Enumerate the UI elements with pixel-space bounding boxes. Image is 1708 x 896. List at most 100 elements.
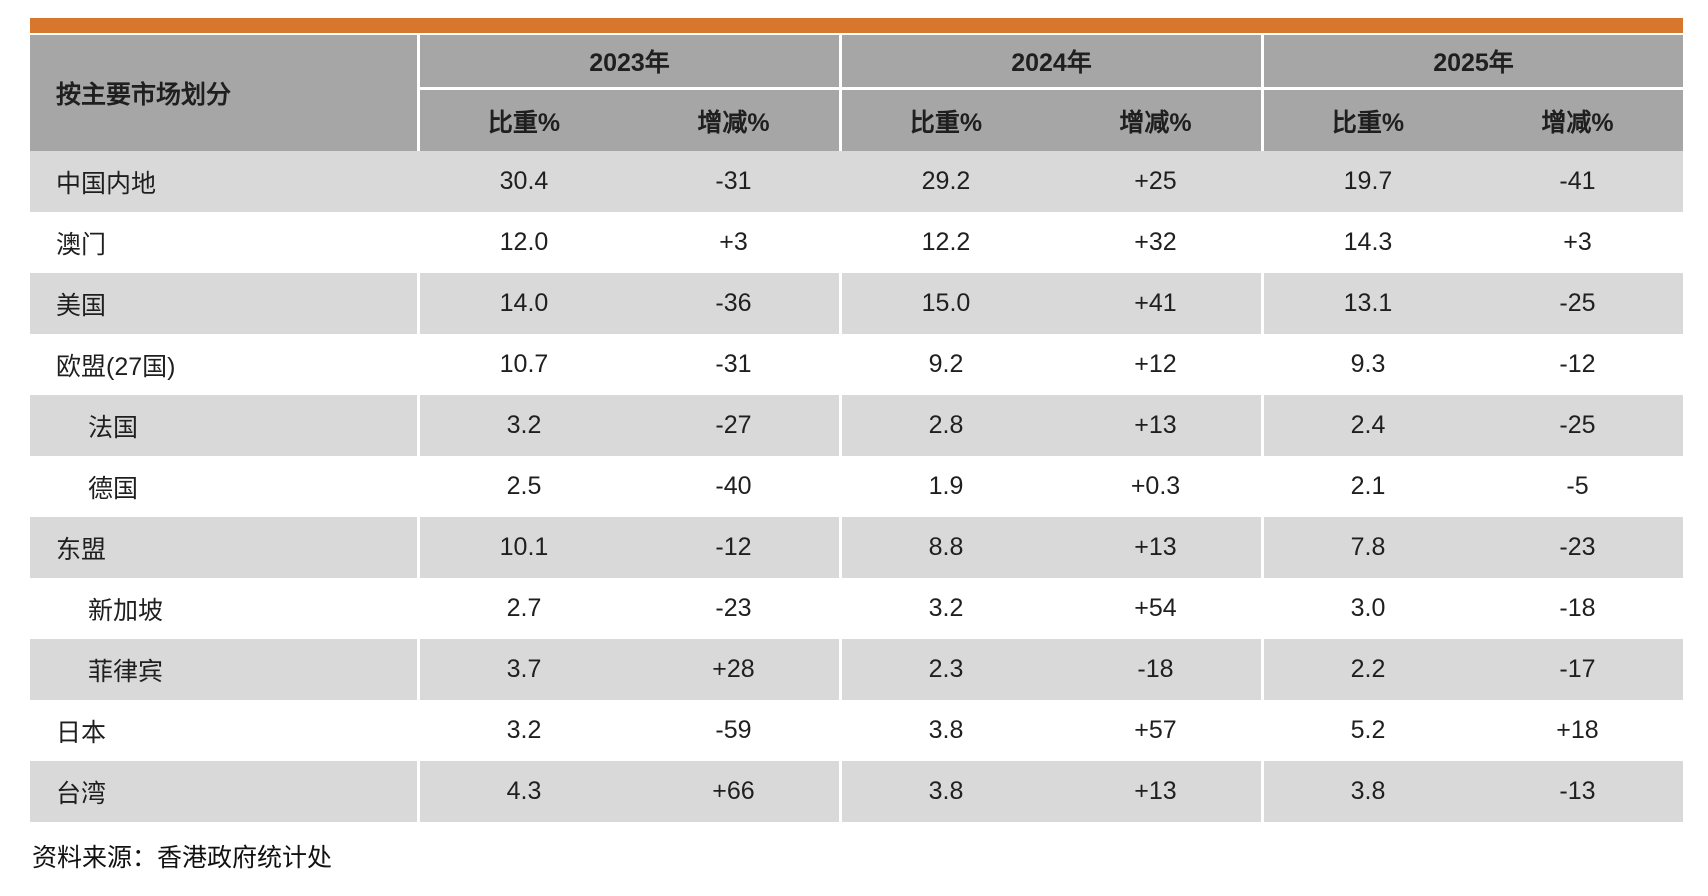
value-cell: +54 (1050, 578, 1261, 639)
table-row: 日本 3.2 -59 3.8 +57 5.2 +18 (30, 700, 1683, 761)
value-cell: 2.4 (1261, 395, 1472, 456)
market-label: 日本 (30, 700, 417, 761)
value-cell: 30.4 (417, 151, 628, 212)
value-cell: -59 (628, 700, 839, 761)
value-cell: +18 (1472, 700, 1683, 761)
table-row: 美国 14.0 -36 15.0 +41 13.1 -25 (30, 273, 1683, 334)
source-note: 资料来源：香港政府统计处 (32, 844, 333, 872)
year-header-2024: 2024年 (839, 35, 1261, 90)
table-row: 澳门 12.0 +3 12.2 +32 14.3 +3 (30, 212, 1683, 273)
value-cell: +25 (1050, 151, 1261, 212)
value-cell: 2.5 (417, 456, 628, 517)
value-cell: 2.1 (1261, 456, 1472, 517)
value-cell: -18 (1050, 639, 1261, 700)
value-cell: 2.7 (417, 578, 628, 639)
year-header-2023: 2023年 (417, 35, 839, 90)
value-cell: 2.2 (1261, 639, 1472, 700)
table-row: 东盟 10.1 -12 8.8 +13 7.8 -23 (30, 517, 1683, 578)
value-cell: 4.3 (417, 761, 628, 822)
value-cell: 19.7 (1261, 151, 1472, 212)
value-cell: -40 (628, 456, 839, 517)
value-cell: 3.2 (417, 395, 628, 456)
value-cell: 15.0 (839, 273, 1050, 334)
market-label: 澳门 (30, 212, 417, 273)
table-row: 台湾 4.3 +66 3.8 +13 3.8 -13 (30, 761, 1683, 822)
value-cell: 13.1 (1261, 273, 1472, 334)
value-cell: -12 (1472, 334, 1683, 395)
market-label: 欧盟(27国) (30, 334, 417, 395)
value-cell: -12 (628, 517, 839, 578)
share-header-2024: 比重% (839, 90, 1050, 151)
value-cell: +66 (628, 761, 839, 822)
value-cell: -31 (628, 151, 839, 212)
value-cell: -17 (1472, 639, 1683, 700)
value-cell: -31 (628, 334, 839, 395)
value-cell: +13 (1050, 517, 1261, 578)
value-cell: +13 (1050, 395, 1261, 456)
share-header-2023: 比重% (417, 90, 628, 151)
value-cell: +28 (628, 639, 839, 700)
share-header-2025: 比重% (1261, 90, 1472, 151)
value-cell: 3.2 (417, 700, 628, 761)
value-cell: 1.9 (839, 456, 1050, 517)
header-year-row: 按主要市场划分 2023年 2024年 2025年 (30, 35, 1683, 151)
value-cell: 14.0 (417, 273, 628, 334)
table-row: 中国内地 30.4 -31 29.2 +25 19.7 -41 (30, 151, 1683, 212)
value-cell: +57 (1050, 700, 1261, 761)
value-cell: 12.0 (417, 212, 628, 273)
value-cell: 14.3 (1261, 212, 1472, 273)
value-cell: +32 (1050, 212, 1261, 273)
value-cell: 3.7 (417, 639, 628, 700)
table-row: 菲律宾 3.7 +28 2.3 -18 2.2 -17 (30, 639, 1683, 700)
market-share-table: 按主要市场划分 2023年 2024年 2025年 比重% 增减% 比重% 增减… (30, 35, 1683, 822)
value-cell: +3 (628, 212, 839, 273)
change-header-2024: 增减% (1050, 90, 1261, 151)
market-label: 台湾 (30, 761, 417, 822)
accent-bar (30, 18, 1683, 33)
table-row: 欧盟(27国) 10.7 -31 9.2 +12 9.3 -12 (30, 334, 1683, 395)
value-cell: +12 (1050, 334, 1261, 395)
year-header-2025: 2025年 (1261, 35, 1683, 90)
value-cell: 3.8 (839, 761, 1050, 822)
value-cell: 5.2 (1261, 700, 1472, 761)
value-cell: -36 (628, 273, 839, 334)
table-row: 德国 2.5 -40 1.9 +0.3 2.1 -5 (30, 456, 1683, 517)
value-cell: +13 (1050, 761, 1261, 822)
table-row: 新加坡 2.7 -23 3.2 +54 3.0 -18 (30, 578, 1683, 639)
market-label: 美国 (30, 273, 417, 334)
market-label: 法国 (30, 395, 417, 456)
market-label: 菲律宾 (30, 639, 417, 700)
value-cell: +0.3 (1050, 456, 1261, 517)
value-cell: -13 (1472, 761, 1683, 822)
value-cell: +41 (1050, 273, 1261, 334)
value-cell: 2.8 (839, 395, 1050, 456)
value-cell: 12.2 (839, 212, 1050, 273)
value-cell: 29.2 (839, 151, 1050, 212)
value-cell: +3 (1472, 212, 1683, 273)
value-cell: -18 (1472, 578, 1683, 639)
value-cell: 7.8 (1261, 517, 1472, 578)
value-cell: 9.2 (839, 334, 1050, 395)
header-sub-row: 比重% 增减% 比重% 增减% 比重% 增减% (30, 90, 1683, 151)
value-cell: -27 (628, 395, 839, 456)
value-cell: -23 (1472, 517, 1683, 578)
value-cell: 2.3 (839, 639, 1050, 700)
value-cell: 8.8 (839, 517, 1050, 578)
change-header-2025: 增减% (1472, 90, 1683, 151)
value-cell: -25 (1472, 395, 1683, 456)
value-cell: 3.8 (839, 700, 1050, 761)
value-cell: -5 (1472, 456, 1683, 517)
corner-header: 按主要市场划分 (30, 35, 417, 151)
value-cell: -41 (1472, 151, 1683, 212)
value-cell: 10.7 (417, 334, 628, 395)
value-cell: 3.8 (1261, 761, 1472, 822)
market-label: 德国 (30, 456, 417, 517)
change-header-2023: 增减% (628, 90, 839, 151)
value-cell: -25 (1472, 273, 1683, 334)
market-label: 东盟 (30, 517, 417, 578)
value-cell: 3.2 (839, 578, 1050, 639)
value-cell: 3.0 (1261, 578, 1472, 639)
value-cell: 9.3 (1261, 334, 1472, 395)
value-cell: 10.1 (417, 517, 628, 578)
